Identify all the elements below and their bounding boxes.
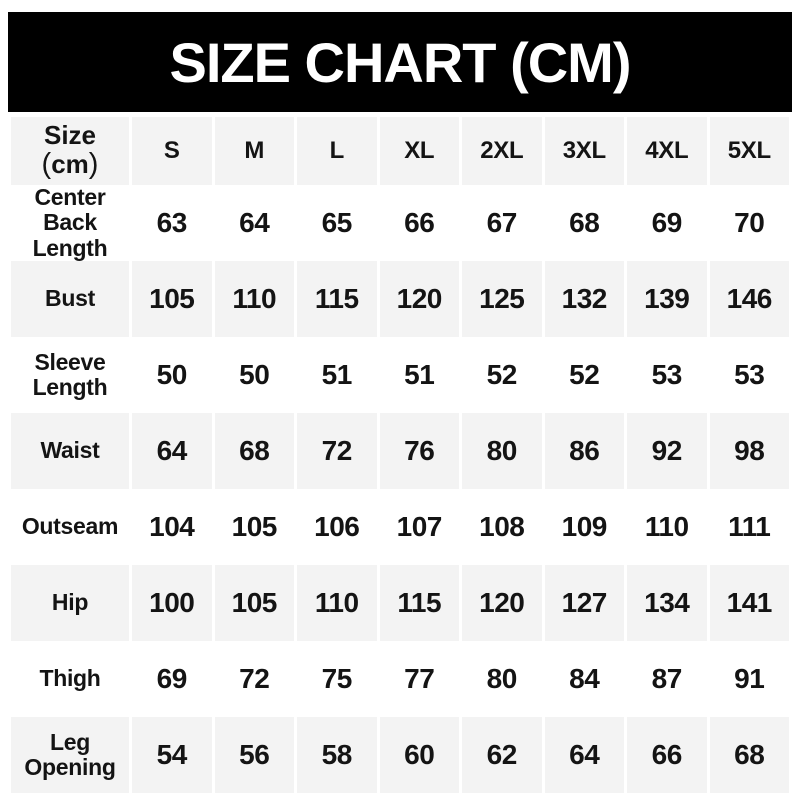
- value-cell: 60: [379, 717, 459, 793]
- value-cell: 87: [627, 641, 707, 717]
- table-row: Bust 105 110 115 120 125 132 139 146: [11, 261, 789, 337]
- table-row: Center Back Length 63 64 65 66 67 68 69 70: [11, 184, 789, 261]
- value-cell: 141: [709, 565, 789, 641]
- value-cell: 51: [297, 337, 377, 413]
- value-cell: 110: [627, 489, 707, 565]
- value-cell: 65: [297, 185, 377, 261]
- table-row: Waist 64 68 72 76 80 86 92 98: [11, 413, 789, 489]
- value-cell: 125: [462, 261, 542, 337]
- column-header-3xl: 3XL: [544, 117, 624, 185]
- value-cell: 72: [214, 641, 294, 717]
- value-cell: 68: [214, 413, 294, 489]
- page-title: SIZE CHART (CM): [169, 30, 632, 94]
- column-header-xl: XL: [379, 117, 459, 185]
- value-cell: 64: [544, 717, 624, 793]
- value-cell: 62: [462, 717, 542, 793]
- value-cell: 111: [709, 489, 789, 565]
- value-cell: 66: [379, 185, 459, 261]
- value-cell: 56: [214, 717, 294, 793]
- row-label: Waist: [11, 413, 129, 489]
- value-cell: 109: [544, 489, 624, 565]
- value-cell: 105: [214, 489, 294, 565]
- row-label: Leg Opening: [11, 717, 129, 793]
- value-cell: 69: [132, 641, 212, 717]
- value-cell: 120: [379, 261, 459, 337]
- value-cell: 146: [709, 261, 789, 337]
- value-cell: 50: [132, 337, 212, 413]
- column-header-l: L: [297, 117, 377, 185]
- value-cell: 127: [544, 565, 624, 641]
- value-cell: 106: [297, 489, 377, 565]
- column-header-m: M: [214, 117, 294, 185]
- column-header-5xl: 5XL: [709, 117, 789, 185]
- table-body: Center Back Length 63 64 65 66 67 68 69 70 Bust 10…: [11, 184, 789, 793]
- table-row: Leg Opening 54 56 58 60 62 64 66 68: [11, 717, 789, 793]
- value-cell: 53: [627, 337, 707, 413]
- column-header-2xl: 2XL: [462, 117, 542, 185]
- value-cell: 91: [709, 641, 789, 717]
- value-cell: 104: [132, 489, 212, 565]
- value-cell: 67: [462, 185, 542, 261]
- value-cell: 105: [132, 261, 212, 337]
- value-cell: 132: [544, 261, 624, 337]
- value-cell: 70: [709, 185, 789, 261]
- value-cell: 80: [462, 413, 542, 489]
- corner-size-label: Size: [43, 120, 97, 151]
- table-row: Hip 100 105 110 115 120 127 134 141: [11, 565, 789, 641]
- value-cell: 68: [709, 717, 789, 793]
- table-row: Thigh 69 72 75 77 80 84 87 91: [11, 641, 789, 717]
- table-header-row: Size (cm) S M L XL 2XL 3XL 4XL 5XL: [11, 117, 789, 185]
- value-cell: 115: [297, 261, 377, 337]
- row-label: Hip: [11, 565, 129, 641]
- row-label: Thigh: [11, 641, 129, 717]
- value-cell: 53: [709, 337, 789, 413]
- value-cell: 52: [544, 337, 624, 413]
- value-cell: 76: [379, 413, 459, 489]
- row-label: Bust: [11, 261, 129, 337]
- value-cell: 58: [297, 717, 377, 793]
- value-cell: 64: [214, 185, 294, 261]
- column-header-s: S: [132, 117, 212, 185]
- value-cell: 120: [462, 565, 542, 641]
- title-banner: SIZE CHART (CM): [8, 12, 792, 112]
- value-cell: 84: [544, 641, 624, 717]
- size-table: Size (cm) S M L XL 2XL 3XL 4XL 5XL Center Back …: [8, 117, 792, 793]
- value-cell: 80: [462, 641, 542, 717]
- corner-cell: Size (cm): [11, 117, 129, 185]
- row-label: Center Back Length: [11, 184, 129, 261]
- value-cell: 110: [214, 261, 294, 337]
- row-label: Sleeve Length: [11, 337, 129, 413]
- corner-unit-label: (cm): [41, 148, 99, 181]
- value-cell: 100: [132, 565, 212, 641]
- value-cell: 63: [132, 185, 212, 261]
- value-cell: 50: [214, 337, 294, 413]
- value-cell: 66: [627, 717, 707, 793]
- value-cell: 54: [132, 717, 212, 793]
- value-cell: 75: [297, 641, 377, 717]
- value-cell: 68: [544, 185, 624, 261]
- value-cell: 115: [379, 565, 459, 641]
- value-cell: 86: [544, 413, 624, 489]
- value-cell: 107: [379, 489, 459, 565]
- value-cell: 77: [379, 641, 459, 717]
- value-cell: 110: [297, 565, 377, 641]
- value-cell: 64: [132, 413, 212, 489]
- value-cell: 69: [627, 185, 707, 261]
- value-cell: 134: [627, 565, 707, 641]
- table-row: Outseam 104 105 106 107 108 109 110 111: [11, 489, 789, 565]
- value-cell: 92: [627, 413, 707, 489]
- value-cell: 98: [709, 413, 789, 489]
- row-label: Outseam: [11, 489, 129, 565]
- value-cell: 52: [462, 337, 542, 413]
- value-cell: 108: [462, 489, 542, 565]
- value-cell: 105: [214, 565, 294, 641]
- value-cell: 51: [379, 337, 459, 413]
- table-row: Sleeve Length 50 50 51 51 52 52 53 53: [11, 337, 789, 413]
- value-cell: 139: [627, 261, 707, 337]
- value-cell: 72: [297, 413, 377, 489]
- column-header-4xl: 4XL: [627, 117, 707, 185]
